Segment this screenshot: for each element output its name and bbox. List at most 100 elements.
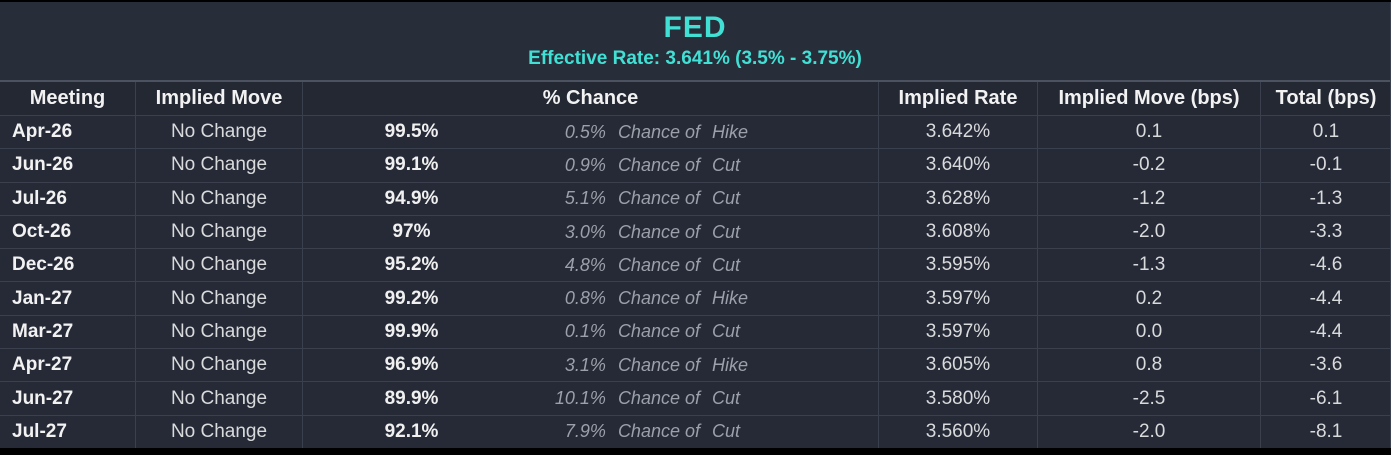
total-bps-cell: -6.1 <box>1260 382 1391 415</box>
total-bps-cell: -4.6 <box>1260 249 1391 282</box>
chance-direction-label: Hike <box>712 354 749 375</box>
total-bps-cell: -0.1 <box>1260 149 1391 182</box>
table-row: Dec-26 No Change 95.2% 4.8% Chance of Cu… <box>0 248 1391 282</box>
chance-detail-cell: 3.0% Chance of Cut <box>520 216 878 248</box>
total-bps-cell: 0.1 <box>1260 116 1391 149</box>
chance-connector-label: Chance of <box>617 354 700 375</box>
implied-move-bps-cell: 0.0 <box>1037 315 1260 349</box>
chance-connector-label: Chance of <box>617 421 700 442</box>
implied-move-bps-cell: 0.2 <box>1037 282 1260 315</box>
chance-direction-label: Cut <box>712 321 741 342</box>
implied-move-cell: No Change <box>135 349 302 382</box>
chance-connector-label: Chance of <box>617 221 700 242</box>
implied-move-cell: No Change <box>135 215 302 249</box>
meeting-cell: Apr-27 <box>12 354 73 376</box>
table-body: Apr-26 No Change 99.5% 0.5% Chance of Hi… <box>0 115 1390 448</box>
pct-chance-cell: 99.1% <box>302 149 520 182</box>
chance-direction-label: Cut <box>712 254 741 275</box>
column-header-total-bps: Total (bps) <box>1260 82 1391 115</box>
implied-move-bps-cell: -2.0 <box>1037 415 1260 448</box>
chance-detail-cell: 4.8% Chance of Cut <box>520 249 878 281</box>
chance-direction-label: Cut <box>712 188 741 209</box>
table-row: Apr-27 No Change 96.9% 3.1% Chance of Hi… <box>0 348 1391 382</box>
chance-pct-value: 7.9% <box>564 421 606 442</box>
table-row: Apr-26 No Change 99.5% 0.5% Chance of Hi… <box>0 115 1391 149</box>
implied-rate-cell: 3.580% <box>878 382 1037 415</box>
meeting-cell: Jun-27 <box>12 387 74 409</box>
chance-pct-value: 0.5% <box>564 121 606 142</box>
table-header-row: Meeting Implied Move % Chance Implied Ra… <box>0 80 1390 115</box>
meeting-cell: Jan-27 <box>12 287 73 309</box>
chance-pct-value: 4.8% <box>564 254 606 275</box>
implied-rate-cell: 3.595% <box>878 249 1037 282</box>
implied-rate-cell: 3.628% <box>878 182 1037 215</box>
implied-move-bps-cell: 0.1 <box>1037 116 1260 149</box>
total-bps-cell: -4.4 <box>1260 315 1391 349</box>
chance-direction-label: Hike <box>712 121 749 142</box>
meeting-cell: Apr-26 <box>12 121 73 143</box>
effective-rate-subtitle: Effective Rate: 3.641% (3.5% - 3.75%) <box>528 47 862 69</box>
chance-direction-label: Cut <box>712 221 741 242</box>
chance-pct-value: 5.1% <box>564 188 606 209</box>
implied-rate-cell: 3.605% <box>878 349 1037 382</box>
implied-rate-cell: 3.597% <box>878 315 1037 349</box>
column-header-meeting: Meeting <box>29 87 106 109</box>
total-bps-cell: -8.1 <box>1260 415 1391 448</box>
chance-pct-value: 3.1% <box>564 354 606 375</box>
implied-rate-cell: 3.597% <box>878 282 1037 315</box>
chance-direction-label: Hike <box>712 288 749 309</box>
implied-move-bps-cell: -2.5 <box>1037 382 1260 415</box>
chance-detail-cell: 5.1% Chance of Cut <box>520 183 878 215</box>
table-row: Jun-26 No Change 99.1% 0.9% Chance of Cu… <box>0 148 1391 182</box>
implied-move-cell: No Change <box>135 182 302 215</box>
implied-move-cell: No Change <box>135 415 302 448</box>
chance-pct-value: 10.1% <box>554 388 606 409</box>
implied-move-bps-cell: -2.0 <box>1037 215 1260 249</box>
total-bps-cell: -3.3 <box>1260 215 1391 249</box>
implied-move-cell: No Change <box>135 249 302 282</box>
page-title: FED <box>663 11 727 45</box>
pct-chance-cell: 92.1% <box>302 415 520 448</box>
title-band: FED Effective Rate: 3.641% (3.5% - 3.75%… <box>0 2 1390 80</box>
implied-move-bps-cell: -1.3 <box>1037 249 1260 282</box>
meeting-cell: Jul-27 <box>12 420 67 442</box>
chance-direction-label: Cut <box>712 154 741 175</box>
column-header-implied-rate: Implied Rate <box>878 82 1037 115</box>
implied-move-cell: No Change <box>135 382 302 415</box>
chance-connector-label: Chance of <box>617 121 700 142</box>
pct-chance-cell: 97% <box>302 215 520 249</box>
table-row: Jul-27 No Change 92.1% 7.9% Chance of Cu… <box>0 414 1391 448</box>
meeting-cell: Oct-26 <box>12 221 72 243</box>
pct-chance-cell: 99.9% <box>302 315 520 349</box>
chance-connector-label: Chance of <box>617 321 700 342</box>
chance-connector-label: Chance of <box>617 188 700 209</box>
chance-direction-label: Cut <box>712 388 741 409</box>
implied-move-cell: No Change <box>135 149 302 182</box>
chance-connector-label: Chance of <box>617 254 700 275</box>
table-row: Jan-27 No Change 99.2% 0.8% Chance of Hi… <box>0 281 1390 315</box>
implied-move-cell: No Change <box>135 315 302 349</box>
pct-chance-cell: 99.2% <box>302 282 520 315</box>
chance-pct-value: 0.9% <box>564 154 606 175</box>
implied-rate-cell: 3.640% <box>878 149 1037 182</box>
chance-pct-value: 0.8% <box>564 288 606 309</box>
meeting-cell: Dec-26 <box>12 254 75 276</box>
implied-move-bps-cell: 0.8 <box>1037 349 1260 382</box>
chance-pct-value: 3.0% <box>564 221 606 242</box>
table-row: Jun-27 No Change 89.9% 10.1% Chance of C… <box>0 381 1391 415</box>
chance-connector-label: Chance of <box>617 154 700 175</box>
table-row: Mar-27 No Change 99.9% 0.1% Chance of Cu… <box>0 314 1391 349</box>
implied-move-bps-cell: -1.2 <box>1037 182 1260 215</box>
chance-detail-cell: 0.1% Chance of Cut <box>520 316 878 348</box>
total-bps-cell: -3.6 <box>1260 349 1391 382</box>
meeting-cell: Jun-26 <box>12 154 74 176</box>
pct-chance-cell: 89.9% <box>302 382 520 415</box>
implied-move-cell: No Change <box>135 116 302 149</box>
column-header-implied-move: Implied Move <box>135 82 302 115</box>
chance-detail-cell: 0.5% Chance of Hike <box>520 116 878 148</box>
implied-rate-cell: 3.560% <box>878 415 1037 448</box>
chance-detail-cell: 0.9% Chance of Cut <box>520 149 878 181</box>
pct-chance-cell: 99.5% <box>302 116 520 149</box>
